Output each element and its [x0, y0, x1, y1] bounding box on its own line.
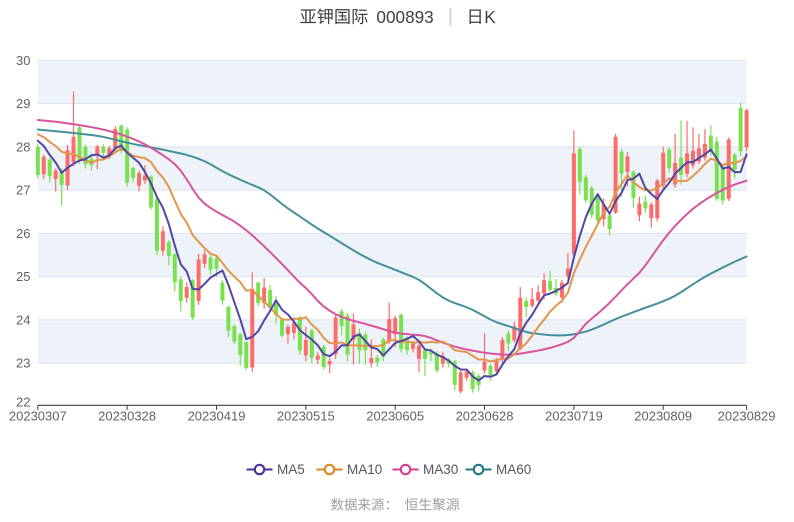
- svg-text:28: 28: [16, 139, 30, 154]
- svg-text:29: 29: [16, 96, 30, 111]
- svg-text:20230515: 20230515: [277, 409, 335, 424]
- svg-text:20230829: 20230829: [718, 409, 776, 424]
- svg-text:000893: 000893: [376, 7, 433, 27]
- svg-text:20230419: 20230419: [188, 409, 246, 424]
- svg-text:26: 26: [16, 226, 30, 241]
- svg-text:25: 25: [16, 269, 30, 284]
- svg-text:20230628: 20230628: [456, 409, 514, 424]
- svg-text:20230328: 20230328: [98, 409, 156, 424]
- svg-text:MA30: MA30: [423, 462, 458, 477]
- svg-text:23: 23: [16, 356, 30, 371]
- svg-text:20230809: 20230809: [634, 409, 692, 424]
- svg-text:MA60: MA60: [496, 462, 531, 477]
- svg-text:20230719: 20230719: [545, 409, 603, 424]
- svg-text:24: 24: [16, 312, 30, 327]
- svg-text:MA10: MA10: [347, 462, 382, 477]
- svg-text:MA5: MA5: [277, 462, 305, 477]
- svg-text:27: 27: [16, 183, 30, 198]
- svg-text:K: K: [484, 7, 496, 27]
- svg-text:22: 22: [16, 394, 30, 409]
- svg-text:20230605: 20230605: [366, 409, 424, 424]
- svg-text:20230307: 20230307: [9, 409, 67, 424]
- svg-text:30: 30: [16, 53, 30, 68]
